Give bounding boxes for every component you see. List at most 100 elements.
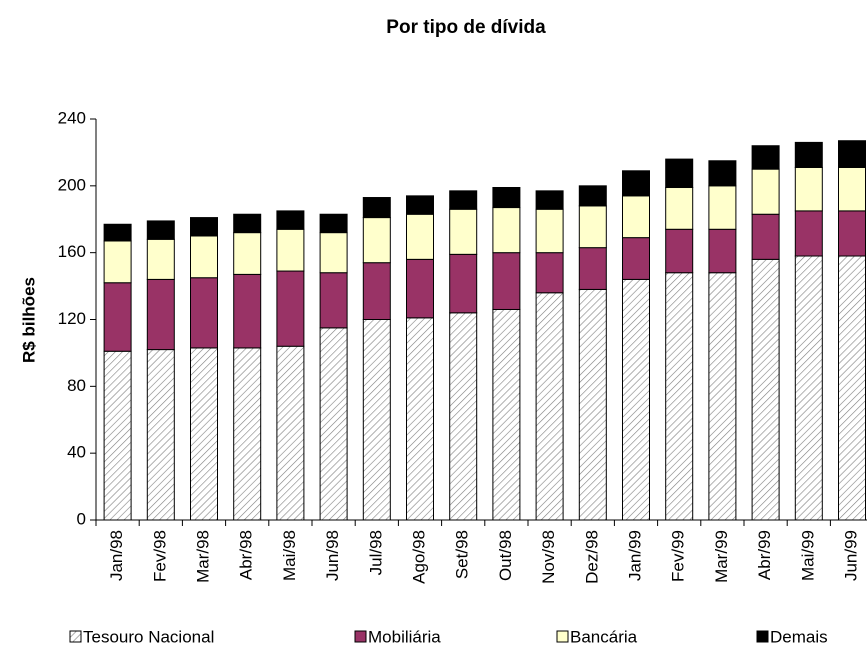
x-tick-label: Fev/98 — [150, 530, 169, 582]
bar-segment — [838, 210, 866, 257]
y-tick-label: 200 — [58, 175, 86, 194]
bar-segment — [406, 258, 434, 319]
bar-segment — [622, 237, 650, 280]
bar-segment — [838, 166, 866, 212]
y-tick-label: 0 — [77, 509, 86, 528]
bar-segment — [578, 205, 607, 249]
bar-segment — [665, 187, 694, 230]
bar-segment — [492, 207, 521, 254]
x-tick-label: Jul/98 — [366, 530, 385, 575]
legend-swatch — [354, 630, 367, 643]
bar-segment — [708, 228, 737, 274]
x-tick-label: Mar/98 — [193, 530, 212, 583]
bar-segment — [622, 278, 650, 521]
legend-label: Mobiliária — [368, 627, 441, 646]
bar-segment — [708, 272, 737, 521]
bar-segment — [319, 232, 348, 274]
bar-segment — [276, 210, 305, 230]
bar-segment — [233, 232, 262, 275]
chart-title: Por tipo de dívida — [386, 17, 546, 38]
bar-segment — [492, 252, 521, 310]
bar-segment — [362, 262, 391, 321]
bar-segment — [838, 140, 866, 168]
x-tick-label: Out/98 — [496, 530, 515, 581]
bar-segment — [578, 288, 607, 521]
y-tick-label: 160 — [58, 242, 86, 261]
x-tick-label: Fev/99 — [669, 530, 688, 582]
bar-segment — [146, 278, 175, 351]
legend-label: Bancária — [570, 627, 638, 646]
bar-segment — [838, 255, 866, 521]
bar-segment — [276, 228, 305, 272]
bar-segment — [751, 168, 780, 215]
legend-swatch — [69, 630, 82, 643]
bar-segment — [276, 270, 305, 347]
bar-segment — [362, 319, 391, 521]
bar-segment — [578, 247, 607, 290]
bar-segment — [362, 217, 391, 264]
bar-segment — [319, 327, 348, 521]
bar-segment — [103, 223, 132, 242]
bar-segment — [190, 235, 218, 279]
bar-segment — [103, 350, 132, 521]
x-tick-label: Jun/99 — [841, 530, 860, 581]
x-tick-label: Abr/98 — [237, 530, 256, 580]
x-tick-label: Dez/98 — [582, 530, 601, 584]
legend-label: Tesouro Nacional — [83, 627, 214, 646]
bar-segment — [190, 277, 218, 349]
bar-segment — [449, 190, 478, 210]
x-tick-label: Jun/98 — [323, 530, 342, 581]
y-tick-label: 40 — [67, 443, 86, 462]
bar-segment — [665, 272, 694, 521]
bar-segment — [794, 210, 823, 257]
bar-segment — [233, 347, 262, 521]
bar-segment — [751, 145, 780, 170]
bar-segment — [319, 213, 348, 234]
bar-segment — [578, 185, 607, 207]
bar-segment — [276, 345, 305, 521]
bar-segment — [665, 158, 694, 189]
bar-segment — [406, 195, 434, 215]
bar-segment — [233, 213, 262, 234]
bar-segment — [535, 190, 564, 210]
x-tick-label: Ago/98 — [409, 530, 428, 584]
y-tick-label: 80 — [67, 376, 86, 395]
y-tick-label: 240 — [58, 108, 86, 127]
x-tick-label: Set/98 — [453, 530, 472, 579]
bar-segment — [406, 213, 434, 260]
bar-segment — [319, 272, 348, 329]
bar-segment — [708, 185, 737, 230]
bar-segment — [794, 141, 823, 168]
bar-segment — [103, 240, 132, 284]
x-tick-label: Mai/99 — [798, 530, 817, 581]
bar-segment — [233, 273, 262, 349]
bar-segment — [708, 160, 737, 187]
bar-segment — [665, 228, 694, 274]
legend-label: Demais — [770, 627, 828, 646]
y-tick-label: 120 — [58, 309, 86, 328]
bar-segment — [146, 349, 175, 521]
bar-segment — [146, 238, 175, 280]
bar-segment — [751, 258, 780, 521]
x-tick-label: Abr/99 — [755, 530, 774, 580]
bar-segment — [535, 292, 564, 521]
bar-segment — [492, 308, 521, 521]
x-tick-label: Mai/98 — [280, 530, 299, 581]
x-tick-label: Mar/99 — [712, 530, 731, 583]
bar-segment — [492, 187, 521, 209]
y-axis-label: R$ bilhões — [19, 277, 38, 363]
bar-segment — [146, 220, 175, 240]
legend-swatch — [756, 630, 769, 643]
bar-segment — [362, 197, 391, 219]
bar-segment — [622, 170, 650, 197]
bar-segment — [535, 208, 564, 254]
x-tick-label: Jan/98 — [107, 530, 126, 581]
bar-segment — [535, 252, 564, 294]
bar-segment — [794, 166, 823, 212]
bar-segment — [751, 213, 780, 260]
bar-segment — [190, 347, 218, 521]
bar-segment — [103, 282, 132, 352]
legend-swatch — [556, 630, 569, 643]
bar-segment — [449, 253, 478, 314]
